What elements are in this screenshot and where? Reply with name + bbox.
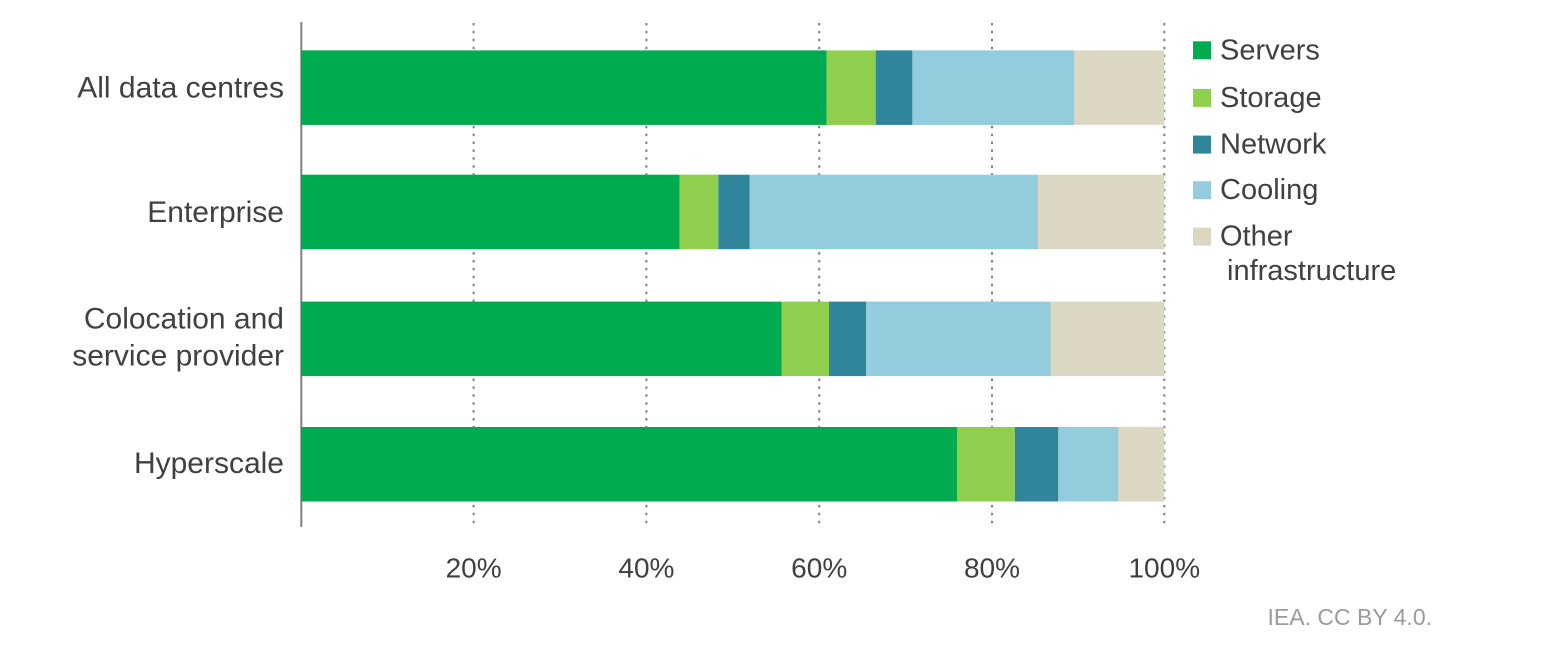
svg-text:Servers: Servers (1220, 34, 1320, 66)
svg-text:Hyperscale: Hyperscale (134, 447, 284, 480)
svg-text:20%: 20% (446, 553, 502, 584)
svg-text:Network: Network (1220, 129, 1327, 161)
svg-text:100%: 100% (1128, 553, 1200, 584)
svg-text:IEA. CC BY 4.0.: IEA. CC BY 4.0. (1268, 604, 1432, 630)
svg-text:Colocation and: Colocation and (84, 303, 284, 336)
svg-text:Storage: Storage (1220, 82, 1322, 114)
svg-text:service provider: service provider (72, 340, 284, 373)
svg-text:All data centres: All data centres (77, 72, 284, 105)
svg-text:infrastructure: infrastructure (1227, 255, 1396, 287)
svg-text:Cooling: Cooling (1220, 174, 1318, 206)
svg-text:60%: 60% (791, 553, 847, 584)
svg-text:Other: Other (1220, 221, 1293, 253)
svg-text:40%: 40% (618, 553, 674, 584)
svg-text:Enterprise: Enterprise (147, 196, 284, 229)
svg-text:80%: 80% (964, 553, 1020, 584)
